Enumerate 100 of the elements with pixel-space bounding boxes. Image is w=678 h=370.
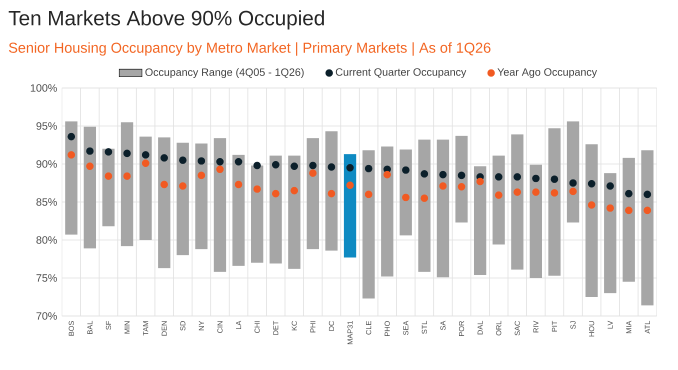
point — [606, 182, 614, 190]
point — [234, 180, 242, 188]
point — [123, 150, 131, 158]
bar — [232, 154, 245, 266]
point — [253, 162, 261, 170]
point — [272, 161, 280, 168]
point — [234, 158, 242, 166]
point — [104, 148, 112, 156]
point — [514, 188, 522, 196]
point — [123, 172, 131, 180]
bar — [548, 128, 561, 276]
point — [179, 182, 187, 190]
bar — [641, 150, 654, 306]
legend-label: Occupancy Range (4Q05 - 1Q26) — [145, 68, 304, 78]
point — [142, 159, 150, 167]
bar — [270, 156, 282, 264]
point — [439, 170, 447, 178]
bar — [530, 164, 542, 278]
point — [309, 162, 317, 170]
bar — [214, 138, 226, 272]
point — [364, 164, 372, 172]
point — [569, 179, 577, 187]
point — [550, 175, 558, 183]
point — [514, 173, 522, 181]
point — [346, 182, 354, 190]
point — [364, 190, 372, 198]
legend-label: Current Quarter Occupancy — [336, 68, 466, 78]
bar — [381, 146, 394, 276]
point — [328, 190, 336, 198]
bar — [140, 136, 152, 240]
point — [142, 151, 150, 159]
y-tick-label: 100% — [30, 84, 57, 92]
point — [625, 190, 633, 198]
point — [644, 206, 652, 214]
bar — [585, 144, 598, 297]
point — [588, 180, 596, 188]
bar — [400, 150, 412, 236]
bar — [474, 166, 486, 275]
y-tick-label: 80% — [36, 236, 57, 244]
bar — [344, 154, 356, 258]
y-tick-label: 70% — [36, 312, 57, 320]
point — [458, 183, 466, 191]
y-tick-label: 90% — [36, 160, 57, 168]
bar — [362, 150, 375, 299]
legend-label: Year Ago Occupancy — [497, 68, 598, 78]
point — [290, 162, 298, 170]
point — [402, 166, 410, 174]
point — [290, 186, 298, 194]
point — [216, 158, 224, 166]
point — [198, 172, 206, 180]
point — [402, 194, 410, 202]
point — [272, 190, 280, 198]
bar — [84, 126, 96, 248]
chart-title: Ten Markets Above 90% Occupied — [8, 10, 324, 30]
bar — [622, 158, 635, 282]
point — [439, 182, 447, 190]
point — [68, 151, 76, 159]
bar — [418, 140, 431, 272]
bar — [511, 134, 524, 270]
point — [328, 163, 336, 171]
point — [476, 178, 484, 186]
bar — [195, 143, 208, 250]
bar — [492, 156, 505, 245]
bar — [436, 140, 450, 278]
bar — [176, 142, 189, 256]
bar — [566, 121, 580, 223]
point — [550, 189, 558, 197]
y-tick-label: 75% — [36, 274, 57, 282]
bar — [288, 156, 300, 269]
bar — [120, 122, 134, 246]
point — [532, 174, 540, 182]
point — [68, 132, 76, 140]
point — [309, 169, 317, 177]
point — [198, 157, 206, 165]
point — [569, 188, 577, 196]
point — [104, 172, 112, 180]
point — [179, 156, 187, 164]
bar — [306, 138, 320, 250]
y-tick-label: 95% — [36, 122, 57, 130]
bar — [102, 148, 115, 226]
y-tick-label: 85% — [36, 198, 57, 206]
point — [494, 191, 502, 199]
bar — [158, 137, 170, 268]
point — [532, 188, 540, 196]
point — [86, 162, 94, 170]
point — [458, 172, 466, 180]
point — [346, 164, 354, 172]
point — [644, 190, 652, 198]
point — [588, 201, 596, 209]
bar — [251, 166, 264, 263]
point — [494, 173, 502, 181]
bar — [65, 121, 78, 235]
point — [420, 194, 428, 202]
point — [420, 170, 428, 178]
bar — [455, 136, 468, 223]
bar — [604, 173, 616, 294]
point — [216, 166, 224, 174]
bar — [325, 131, 338, 251]
point — [625, 206, 633, 214]
point — [383, 170, 391, 178]
